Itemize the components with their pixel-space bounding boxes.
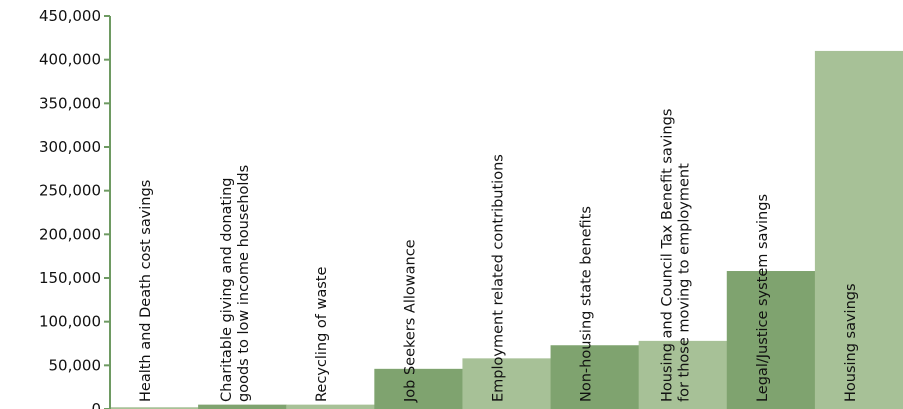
category-label-2: Charitable giving and donating goods to l… [219,165,252,402]
category-label-3: Recycling of waste [314,267,330,402]
category-label-5: Employment related contributions [490,154,506,402]
category-label-line: Housing and Council Tax Benefit savings [660,109,676,402]
bars-group [110,50,903,409]
bar-2 [198,404,287,409]
category-label-line: Legal/Justice system savings [755,194,771,402]
bar-4 [374,368,463,409]
category-label-4: Job Seekers Allowance [402,239,418,403]
category-labels: Health and Death cost savings Charitable … [138,109,859,403]
bar-9 [814,50,903,409]
bar-7 [638,340,728,409]
y-tick-label: 300,000 [39,138,101,156]
bar-1 [110,407,199,409]
y-tick-label: 400,000 [39,51,101,69]
category-label-9: Housing savings [843,283,859,402]
category-label-7: Housing and Council Tax Benefit savings f… [660,109,693,402]
y-tick-label: 250,000 [39,182,101,200]
y-tick-label: 150,000 [39,269,101,287]
category-label-line: Job Seekers Allowance [402,239,418,403]
y-tick-label: 350,000 [39,94,101,112]
y-axis: 0 50,000 100,000 150,000 200,000 250,000 300,0… [39,7,111,409]
category-label-line: for those moving to employment [677,163,693,402]
y-tick-label: 100,000 [39,313,101,331]
bar-8 [726,271,816,409]
y-tick-label: 450,000 [39,7,101,25]
category-label-8: Legal/Justice system savings [755,194,771,402]
y-tick-label: 200,000 [39,225,101,243]
category-label-line: Employment related contributions [490,154,506,402]
category-label-line: Health and Death cost savings [138,180,154,402]
category-label-line: Housing savings [843,283,859,402]
y-tick-label: 50,000 [49,356,102,374]
category-label-1: Health and Death cost savings [138,180,154,402]
category-label-line: Charitable giving and donating [219,177,235,402]
y-tick-label: 0 [91,400,101,409]
category-label-line: Recycling of waste [314,267,330,402]
category-label-6: Non-housing state benefits [579,206,595,402]
bar-3 [286,404,375,409]
category-label-line: Non-housing state benefits [579,206,595,402]
bar-6 [550,345,640,409]
category-label-line: goods to low income households [236,165,252,402]
bar-5 [462,358,552,409]
